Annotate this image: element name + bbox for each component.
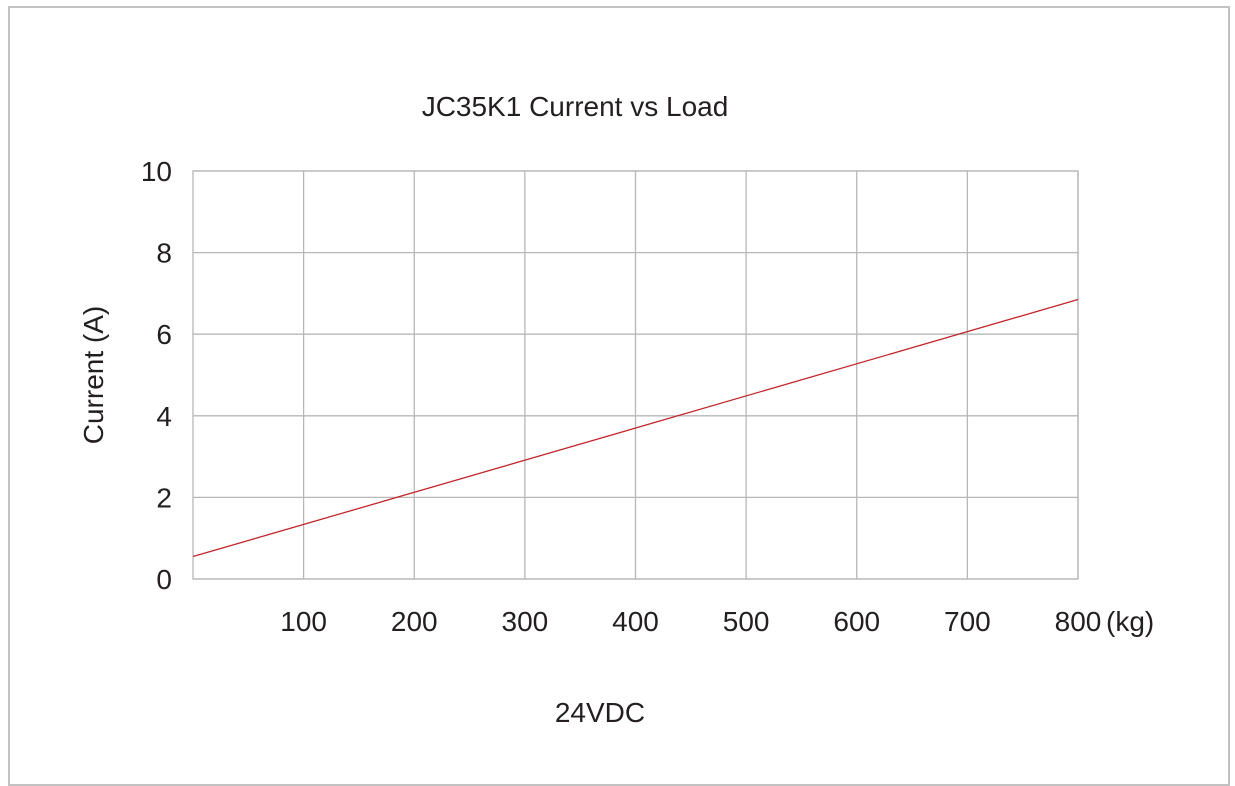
y-tick-label: 6 (156, 319, 172, 350)
x-tick-label: 600 (833, 606, 880, 637)
series-layer (192, 298, 1079, 558)
x-tick-label: 500 (723, 606, 770, 637)
y-tick-label: 2 (156, 482, 172, 513)
x-tick-label: 200 (391, 606, 438, 637)
x-tick-label: 400 (612, 606, 659, 637)
y-tick-labels: 0 2 4 6 8 10 (141, 156, 172, 595)
y-tick-label: 0 (156, 564, 172, 595)
x-unit-label: (kg) (1106, 606, 1154, 637)
grid (192, 170, 1079, 580)
chart: 0 2 4 6 8 10 100 200 300 400 500 600 700 800 (kg) JC3… (78, 91, 1154, 728)
x-tick-label: 100 (280, 606, 327, 637)
series-line (192, 298, 1079, 558)
x-tick-label: 700 (944, 606, 991, 637)
x-tick-label: 300 (502, 606, 549, 637)
x-tick-label: 800 (1055, 606, 1102, 637)
y-axis-label: Current (A) (78, 306, 109, 444)
x-tick-labels: 100 200 300 400 500 600 700 800 (kg) (280, 606, 1154, 637)
chart-subtitle: 24VDC (555, 697, 645, 728)
y-tick-label: 4 (156, 401, 172, 432)
y-tick-label: 8 (156, 238, 172, 269)
chart-title: JC35K1 Current vs Load (422, 91, 729, 122)
y-tick-label: 10 (141, 156, 172, 187)
